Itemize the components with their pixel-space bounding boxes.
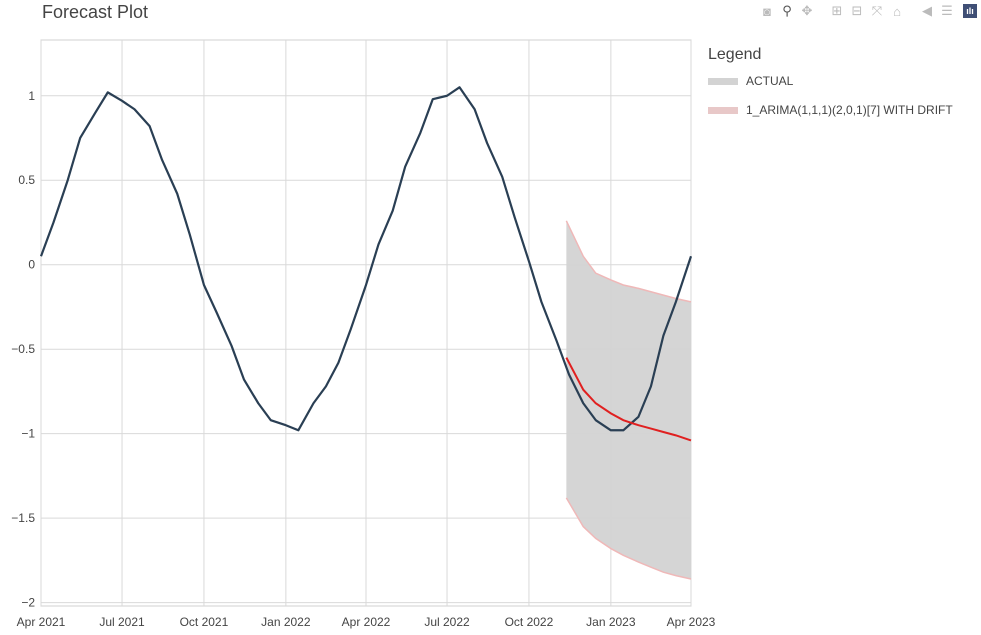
y-tick-label: −0.5	[11, 342, 35, 356]
modebar: ◙ ⚲ ✥ ⊞ ⊟ ⤧ ⌂ ◀ ☰ ılı	[757, 2, 977, 20]
y-tick-label: 1	[28, 89, 35, 103]
legend-item-forecast[interactable]: 1_ARIMA(1,1,1)(2,0,1)[7] WITH DRIFT	[708, 99, 978, 121]
forecast-lower-bound	[565, 497, 692, 580]
forecast-confidence-band	[566, 220, 691, 579]
legend-title: Legend	[708, 46, 762, 63]
y-tick-label: −1.5	[11, 511, 35, 525]
legend-swatch-actual	[708, 77, 738, 85]
legend: Legend ACTUAL 1_ARIMA(1,1,1)(2,0,1)[7] W…	[708, 46, 978, 128]
zoom-in-icon[interactable]: ⊞	[831, 3, 843, 18]
home-icon[interactable]: ⌂	[893, 3, 901, 19]
legend-label-actual: ACTUAL	[746, 74, 794, 88]
legend-item-actual[interactable]: ACTUAL	[708, 70, 978, 92]
x-tick-label: Apr 2023	[667, 615, 716, 629]
y-tick-label: −1	[21, 427, 35, 441]
x-tick-label: Jan 2022	[261, 615, 311, 629]
plotly-logo-icon[interactable]: ılı	[963, 4, 977, 18]
zoom-icon[interactable]: ⚲	[782, 3, 792, 18]
compare-hover-icon[interactable]: ☰	[941, 3, 953, 18]
y-tick-label: 0.5	[18, 173, 35, 187]
x-tick-label: Jul 2022	[424, 615, 470, 629]
forecast-upper-bound	[565, 220, 692, 303]
x-tick-label: Jan 2023	[586, 615, 636, 629]
forecast-series-line	[565, 357, 692, 442]
autoscale-icon[interactable]: ⤧	[871, 3, 883, 18]
pan-icon[interactable]: ✥	[801, 3, 813, 18]
x-tick-label: Apr 2022	[342, 615, 391, 629]
x-tick-label: Oct 2022	[505, 615, 554, 629]
chart-title: Forecast Plot	[42, 2, 149, 22]
camera-icon[interactable]: ◙	[763, 3, 771, 19]
spike-lines-icon[interactable]: ◀	[922, 3, 932, 18]
y-tick-label: 0	[28, 258, 35, 272]
x-tick-label: Jul 2021	[99, 615, 145, 629]
x-tick-label: Oct 2021	[180, 615, 229, 629]
legend-label-forecast: 1_ARIMA(1,1,1)(2,0,1)[7] WITH DRIFT	[746, 103, 953, 117]
legend-swatch-forecast	[708, 106, 738, 114]
zoom-out-icon[interactable]: ⊟	[851, 3, 863, 18]
y-tick-label: −2	[21, 596, 35, 610]
x-tick-label: Apr 2021	[17, 615, 66, 629]
actual-series-line	[39, 86, 693, 432]
